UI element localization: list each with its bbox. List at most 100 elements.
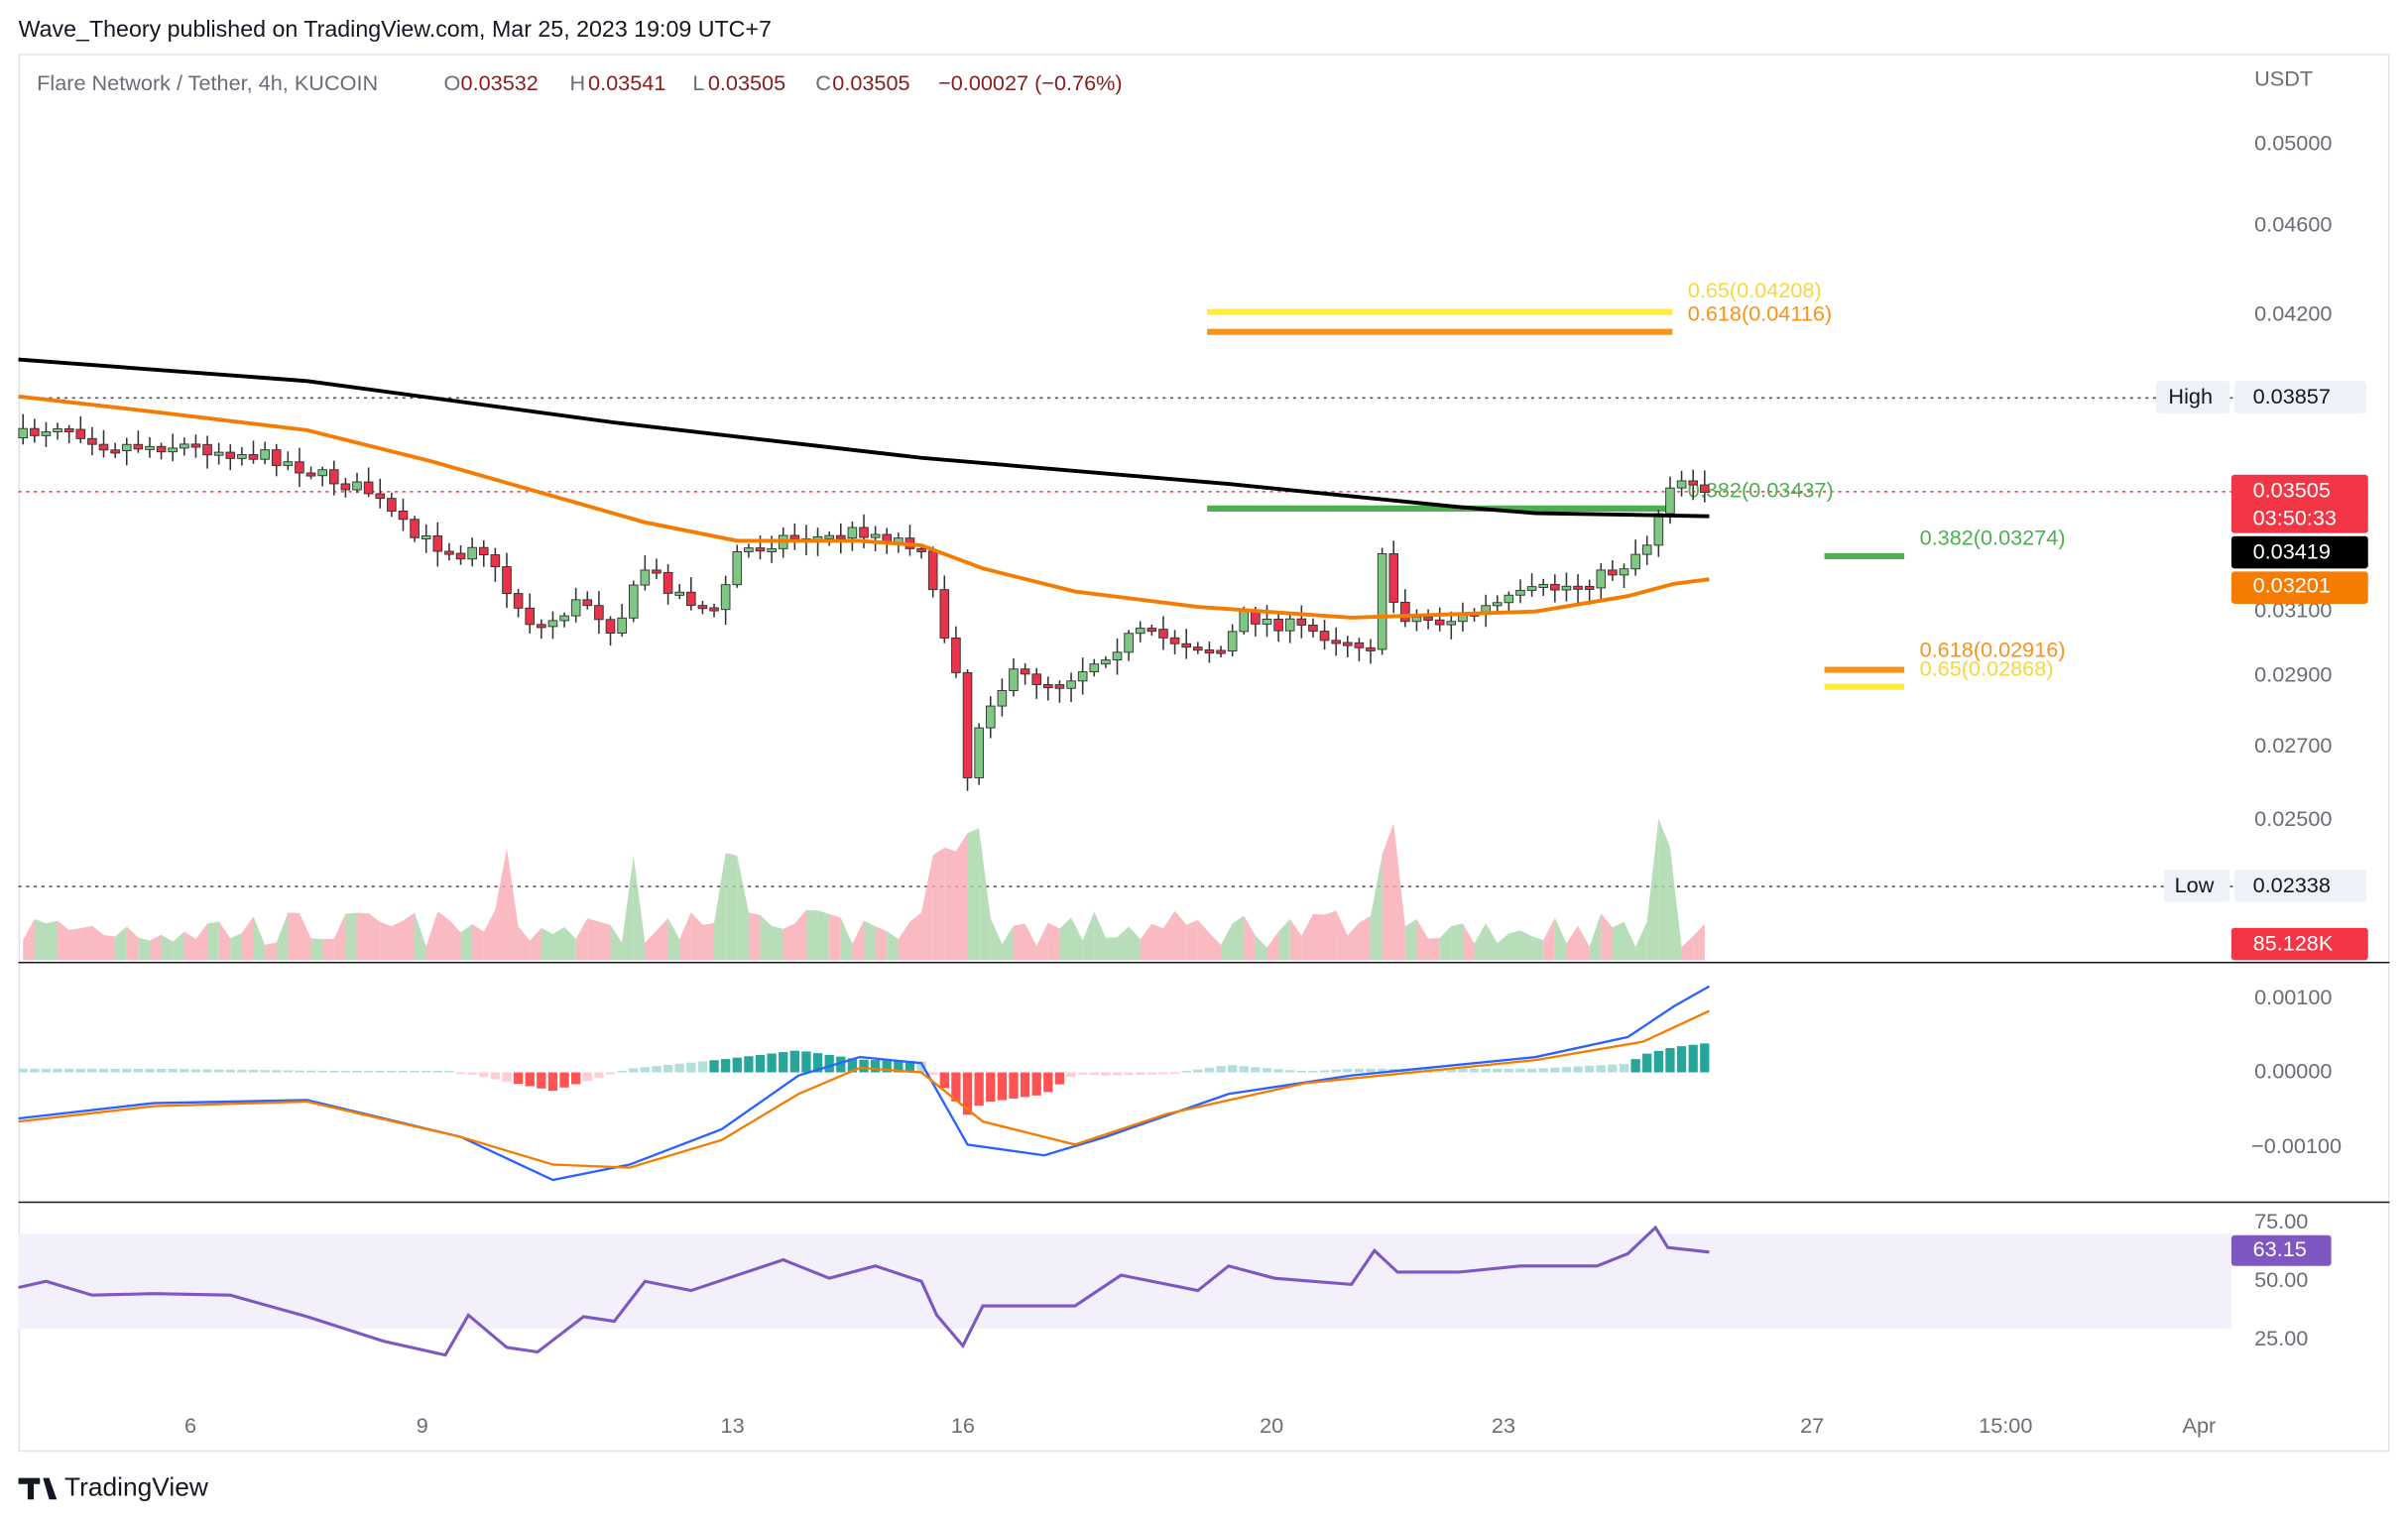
volume	[1428, 938, 1440, 961]
volume	[1554, 917, 1567, 961]
volume	[1013, 923, 1025, 961]
volume	[115, 926, 127, 961]
candle	[295, 461, 304, 474]
volume	[932, 847, 945, 961]
macd-hist	[1146, 1072, 1156, 1075]
rsi-badge	[2230, 1234, 2332, 1266]
macd-hist	[1331, 1069, 1341, 1073]
macd-hist	[721, 1059, 731, 1073]
volume	[587, 918, 599, 961]
volume	[506, 848, 519, 961]
volume	[425, 911, 438, 961]
volume	[1047, 922, 1060, 961]
volume	[1531, 936, 1544, 961]
macd-hist	[744, 1056, 754, 1073]
volume	[91, 925, 104, 961]
macd-hist	[375, 1070, 385, 1073]
volume	[1404, 918, 1417, 961]
h-label: H	[569, 70, 585, 95]
volume	[748, 912, 761, 961]
macd-hist	[1043, 1072, 1053, 1093]
badge	[2234, 870, 2367, 902]
candle	[662, 571, 673, 594]
volume	[1105, 937, 1118, 961]
volume	[391, 920, 404, 961]
candle	[1204, 649, 1215, 654]
candle	[1239, 610, 1250, 633]
volume	[1486, 923, 1498, 961]
volume	[714, 853, 726, 961]
candle	[213, 451, 224, 456]
macd-hist	[559, 1072, 569, 1088]
volume	[161, 934, 174, 961]
volume	[909, 912, 922, 961]
time-tick: Apr	[2183, 1413, 2217, 1438]
badge	[2163, 870, 2230, 902]
volume	[276, 912, 289, 961]
c: 0.03505	[832, 70, 909, 95]
volume	[103, 935, 116, 961]
volume	[702, 922, 715, 961]
macd-hist	[410, 1070, 420, 1073]
volume	[725, 853, 738, 961]
candle	[537, 624, 546, 629]
macd-hist	[537, 1072, 546, 1089]
logo	[18, 1477, 58, 1500]
candle	[951, 637, 961, 673]
candle	[835, 534, 846, 539]
o: 0.03532	[461, 70, 539, 95]
candle	[985, 705, 996, 729]
macd-hist	[824, 1054, 834, 1073]
candle	[133, 443, 144, 450]
candle	[502, 566, 512, 595]
macd-hist	[859, 1059, 869, 1073]
macd-hist	[1124, 1072, 1134, 1076]
macd-hist	[1181, 1070, 1191, 1073]
candle	[1423, 616, 1433, 621]
currency: USDT	[2254, 65, 2313, 90]
macd-hist	[502, 1072, 512, 1082]
candle	[1584, 585, 1595, 590]
macd-tick: −0.00100	[2251, 1133, 2342, 1158]
candle	[53, 427, 62, 433]
volume	[610, 924, 623, 961]
macd-tick: 0.00100	[2254, 985, 2332, 1009]
macd-hist	[75, 1068, 85, 1073]
macd-hist	[1228, 1065, 1238, 1073]
candle	[628, 584, 639, 619]
candle	[352, 481, 362, 491]
volume	[403, 912, 416, 961]
macd-hist	[1366, 1068, 1376, 1073]
candle	[398, 510, 409, 521]
badge	[2156, 381, 2230, 413]
candle	[559, 615, 569, 622]
candle	[168, 447, 179, 453]
macd-hist	[237, 1069, 247, 1073]
candle	[697, 605, 708, 610]
macd-hist	[18, 1068, 28, 1073]
fib-label: 0.382(0.03437)	[1688, 478, 1834, 503]
candle	[652, 569, 662, 574]
volume	[772, 925, 783, 961]
macd-hist	[133, 1068, 144, 1073]
macd-hist	[122, 1068, 132, 1073]
macd-hist	[652, 1066, 662, 1073]
candle	[202, 443, 212, 456]
candle	[974, 727, 984, 778]
candle	[1216, 649, 1226, 654]
volume	[183, 931, 196, 961]
volume	[1624, 921, 1636, 961]
macd-hist	[1526, 1068, 1537, 1073]
macd-hist	[789, 1050, 799, 1073]
countdown: 03:50:33	[2253, 505, 2337, 529]
rsi-tick: 25.00	[2254, 1326, 2308, 1350]
time-tick: 23	[1492, 1413, 1515, 1438]
macd-hist	[939, 1072, 949, 1089]
macd-hist	[432, 1070, 442, 1073]
candle	[1308, 624, 1318, 633]
volume	[34, 918, 47, 961]
macd-hist	[1665, 1048, 1675, 1073]
macd-hist	[894, 1060, 903, 1073]
signal-line	[18, 1009, 1710, 1169]
candle	[789, 534, 800, 539]
